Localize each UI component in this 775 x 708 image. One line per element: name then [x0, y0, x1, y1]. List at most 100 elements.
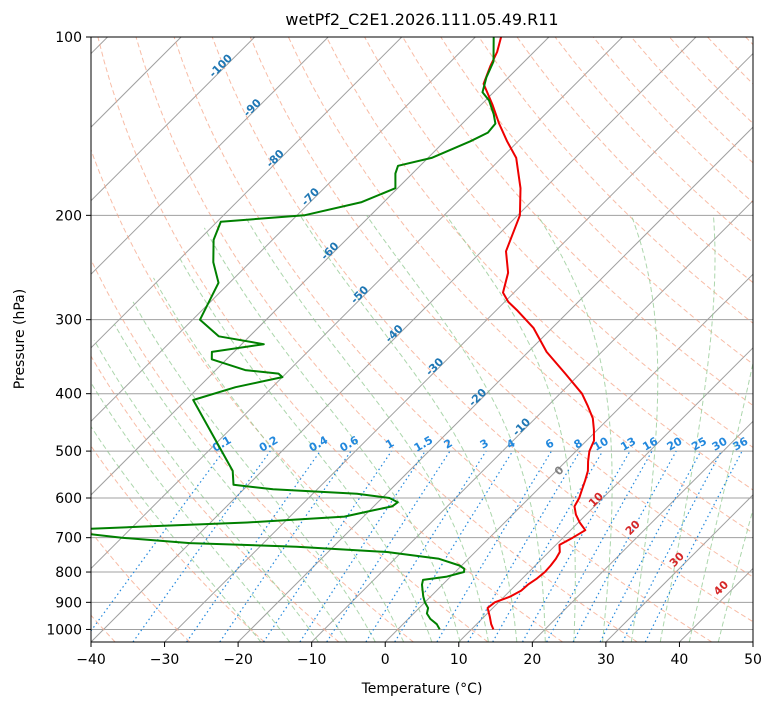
- dry-adiabat: [326, 37, 753, 491]
- moist-adiabat: [688, 360, 753, 642]
- mixing-ratio-line: [326, 450, 451, 642]
- moist-adiabat: [244, 215, 489, 642]
- reference-lines: [91, 37, 753, 642]
- moist-adiabat: [113, 323, 348, 642]
- y-tick-label: 800: [55, 565, 82, 581]
- dry-adiabat: [91, 531, 191, 642]
- y-tick-label: 200: [55, 208, 82, 224]
- dry-adiabat: [173, 37, 713, 642]
- isotherm-line: [752, 641, 753, 642]
- mixing-ratio-label: 1: [383, 437, 396, 452]
- y-tick-label: 600: [55, 491, 82, 507]
- y-tick-label: 500: [55, 444, 82, 460]
- y-tick-label: 400: [55, 387, 82, 403]
- moist-adiabat: [630, 215, 659, 642]
- isotherm-label: -20: [466, 386, 489, 409]
- x-tick-label: −30: [150, 652, 180, 668]
- mixing-ratio-line: [467, 450, 581, 642]
- y-tick-label: 100: [55, 30, 82, 46]
- isotherm-label: -90: [241, 96, 264, 119]
- dry-adiabat: [554, 37, 753, 244]
- dry-adiabat: [707, 37, 753, 85]
- x-tick-label: 20: [523, 652, 541, 668]
- dry-adiabat: [91, 148, 489, 642]
- temperature-line: [482, 37, 595, 630]
- data-layer: [91, 37, 595, 630]
- isotherm-label: -60: [318, 239, 341, 262]
- mixing-ratio-line: [622, 450, 722, 642]
- x-tick-label: 50: [744, 652, 762, 668]
- dry-adiabat: [249, 37, 753, 578]
- isotherm-label: -30: [423, 355, 446, 378]
- mixing-ratio-line: [572, 450, 677, 642]
- mixing-ratio-line: [599, 450, 702, 642]
- mixing-ratio-line: [644, 450, 743, 642]
- mixing-ratio-line: [91, 450, 224, 632]
- moist-adiabat: [178, 256, 433, 642]
- y-axis-label: Pressure (hPa): [12, 289, 28, 389]
- chart-title: wetPf2_C2E1.2026.111.05.49.R11: [285, 10, 558, 30]
- dry-adiabat: [745, 37, 753, 46]
- dry-adiabat: [97, 37, 563, 642]
- y-tick-label: 900: [55, 595, 82, 611]
- x-tick-label: −10: [297, 652, 327, 668]
- isotherm-label: -80: [264, 147, 287, 170]
- isotherm-line: [679, 567, 753, 642]
- grid-layer: [91, 37, 753, 642]
- isotherm-label: -40: [383, 322, 406, 345]
- isotherm-line: [91, 37, 403, 349]
- moist-adiabat: [203, 227, 461, 642]
- isotherm-line: [91, 37, 623, 570]
- isotherm-line: [164, 52, 753, 642]
- isotherm-label: -10: [510, 415, 533, 438]
- isotherm-label: -50: [348, 283, 371, 306]
- dry-adiabat: [669, 37, 753, 125]
- moist-adiabat: [537, 215, 613, 642]
- mixing-ratio-line: [394, 450, 514, 642]
- mixing-ratio-line: [132, 450, 271, 642]
- mixing-ratio-line: [365, 450, 487, 642]
- y-tick-label: 300: [55, 313, 82, 329]
- isotherm-line: [91, 37, 550, 496]
- mixing-ratio-label: 6: [543, 436, 556, 451]
- moist-adiabat: [299, 215, 518, 642]
- isotherm-line: [91, 37, 476, 423]
- x-tick-label: 10: [450, 652, 468, 668]
- dry-adiabat: [135, 37, 638, 642]
- x-tick-label: −20: [223, 652, 253, 668]
- isotherm-line: [384, 273, 753, 642]
- mixing-ratio-line: [186, 450, 321, 642]
- isotherm-line: [531, 420, 753, 642]
- dry-adiabat: [592, 37, 753, 204]
- isotherm-line: [91, 37, 697, 642]
- lcl-label: 40: [711, 578, 731, 598]
- dry-adiabat: [91, 258, 414, 642]
- mixing-ratio-label: 4: [504, 436, 517, 451]
- lcl-label: 0: [552, 463, 567, 478]
- isotherm-line: [237, 126, 753, 642]
- y-axis: 100 200 300 400 500 600 700 800 900 1000: [46, 30, 91, 638]
- x-tick-label: 40: [671, 652, 689, 668]
- mixing-ratio-line: [219, 450, 352, 642]
- dry-adiabat: [91, 445, 265, 642]
- lcl-label: 10: [586, 490, 606, 510]
- moist-adiabat: [366, 215, 546, 642]
- isotherm-label: -100: [206, 51, 235, 80]
- mixing-ratio-label: 2: [442, 437, 455, 452]
- x-tick-label: 30: [597, 652, 615, 668]
- isotherm-line: [91, 37, 329, 275]
- x-tick-label: 0: [381, 652, 390, 668]
- mixing-ratio-line: [521, 450, 631, 642]
- dry-adiabat: [91, 355, 340, 642]
- dry-adiabat: [478, 37, 753, 324]
- plot-area: 0.1 0.2 0.4 0.6 1 1.5 2 3 4 6 8 10 13 16 20 25 30 36-100-…: [91, 37, 753, 642]
- dry-adiabat: [211, 37, 753, 623]
- y-tick-label: 700: [55, 531, 82, 547]
- isotherm-line: [605, 494, 753, 642]
- lcl-label: 30: [667, 549, 687, 569]
- x-axis-label: Temperature (°C): [361, 681, 483, 697]
- dry-adiabat: [516, 37, 753, 284]
- mixing-ratio-label: 3: [478, 437, 491, 452]
- dewpoint-line: [91, 37, 497, 630]
